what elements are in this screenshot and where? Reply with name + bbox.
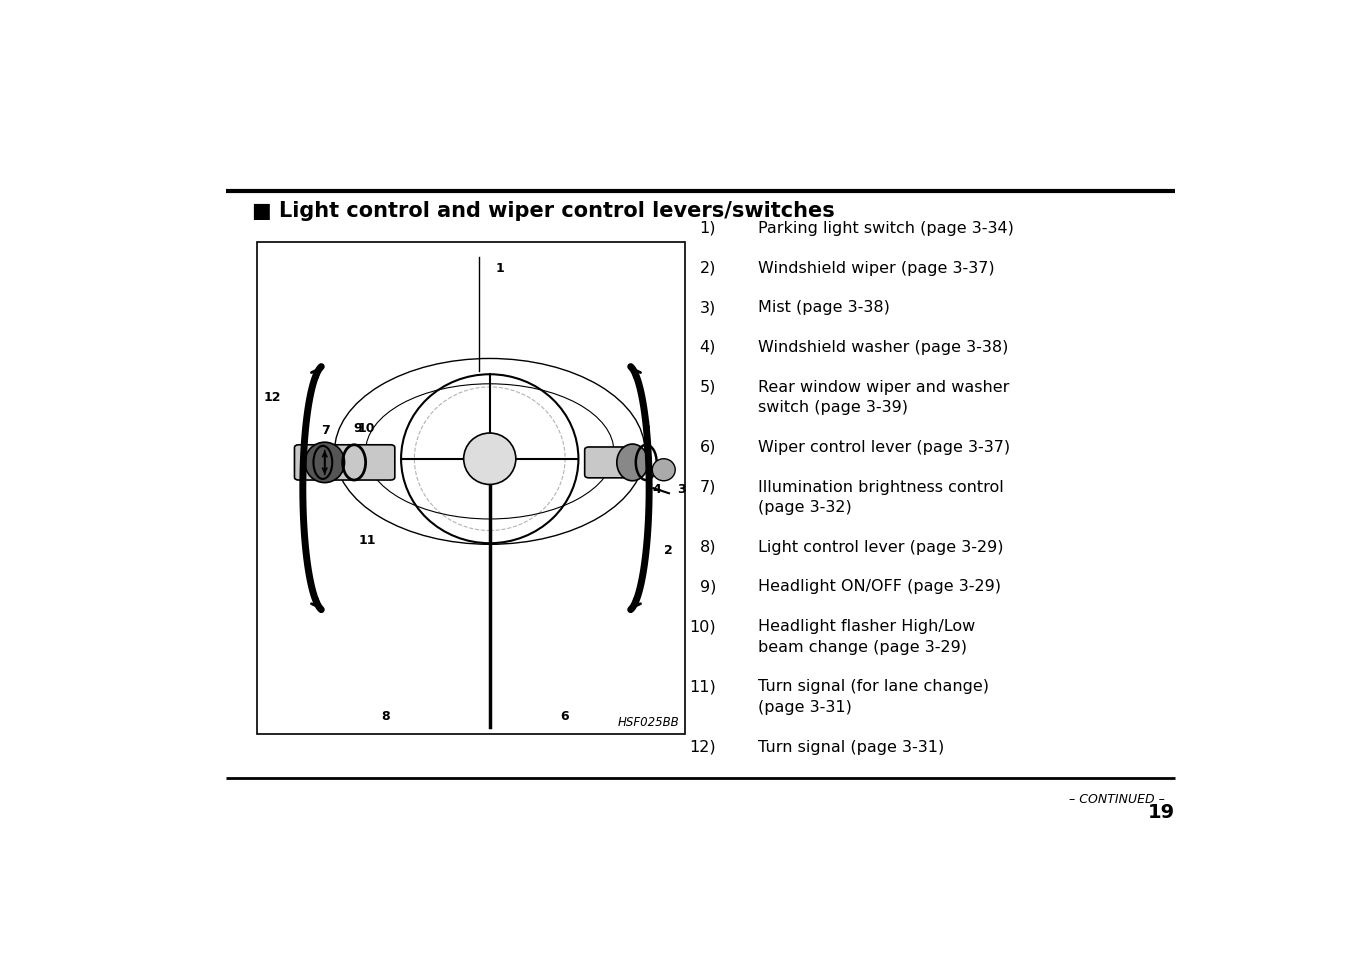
- Ellipse shape: [616, 444, 647, 481]
- Text: 10): 10): [689, 618, 716, 634]
- FancyBboxPatch shape: [584, 448, 642, 478]
- Text: 8: 8: [381, 710, 389, 722]
- Text: Headlight flasher High/Low: Headlight flasher High/Low: [758, 618, 975, 634]
- Text: 3): 3): [700, 300, 716, 315]
- Ellipse shape: [463, 434, 516, 485]
- Text: 12: 12: [264, 391, 281, 404]
- Text: 19: 19: [1148, 802, 1175, 821]
- Text: 2): 2): [700, 260, 716, 275]
- Text: Wiper control lever (page 3-37): Wiper control lever (page 3-37): [758, 439, 1010, 455]
- FancyBboxPatch shape: [257, 243, 685, 735]
- Text: Windshield wiper (page 3-37): Windshield wiper (page 3-37): [758, 260, 995, 275]
- Text: 11: 11: [359, 534, 377, 547]
- Text: 3: 3: [677, 482, 686, 496]
- Text: 6: 6: [560, 710, 569, 722]
- Text: 9): 9): [700, 578, 716, 594]
- Text: Turn signal (page 3-31): Turn signal (page 3-31): [758, 739, 944, 754]
- Text: Parking light switch (page 3-34): Parking light switch (page 3-34): [758, 221, 1014, 235]
- Text: 6): 6): [700, 439, 716, 455]
- Text: beam change (page 3-29): beam change (page 3-29): [758, 639, 966, 654]
- Text: 11): 11): [689, 679, 716, 694]
- Text: 7): 7): [700, 479, 716, 494]
- Text: (page 3-31): (page 3-31): [758, 700, 852, 714]
- Text: 9: 9: [353, 421, 362, 435]
- Text: Headlight ON/OFF (page 3-29): Headlight ON/OFF (page 3-29): [758, 578, 1000, 594]
- Text: Windshield washer (page 3-38): Windshield washer (page 3-38): [758, 339, 1008, 355]
- Text: ■ Light control and wiper control levers/switches: ■ Light control and wiper control levers…: [252, 201, 835, 221]
- Text: 5): 5): [700, 379, 716, 395]
- FancyBboxPatch shape: [295, 445, 394, 480]
- Text: (page 3-32): (page 3-32): [758, 499, 852, 515]
- Text: Rear window wiper and washer: Rear window wiper and washer: [758, 379, 1010, 395]
- Text: 4): 4): [700, 339, 716, 355]
- Text: 8): 8): [700, 539, 716, 555]
- Ellipse shape: [306, 443, 345, 483]
- Text: 1: 1: [495, 262, 505, 275]
- Text: Illumination brightness control: Illumination brightness control: [758, 479, 1003, 494]
- Text: Turn signal (for lane change): Turn signal (for lane change): [758, 679, 988, 694]
- Text: – CONTINUED –: – CONTINUED –: [1069, 792, 1164, 804]
- Text: Mist (page 3-38): Mist (page 3-38): [758, 300, 890, 315]
- Text: Light control lever (page 3-29): Light control lever (page 3-29): [758, 539, 1003, 555]
- Text: 2: 2: [664, 543, 672, 557]
- Text: 1): 1): [700, 221, 716, 235]
- Text: 10: 10: [358, 421, 376, 435]
- Text: 12): 12): [689, 739, 716, 754]
- Text: 4: 4: [651, 482, 661, 496]
- Text: HSF025BB: HSF025BB: [618, 716, 680, 728]
- Text: switch (page 3-39): switch (page 3-39): [758, 400, 907, 415]
- Text: 5: 5: [642, 419, 650, 433]
- Ellipse shape: [653, 459, 676, 481]
- Text: 7: 7: [322, 423, 330, 436]
